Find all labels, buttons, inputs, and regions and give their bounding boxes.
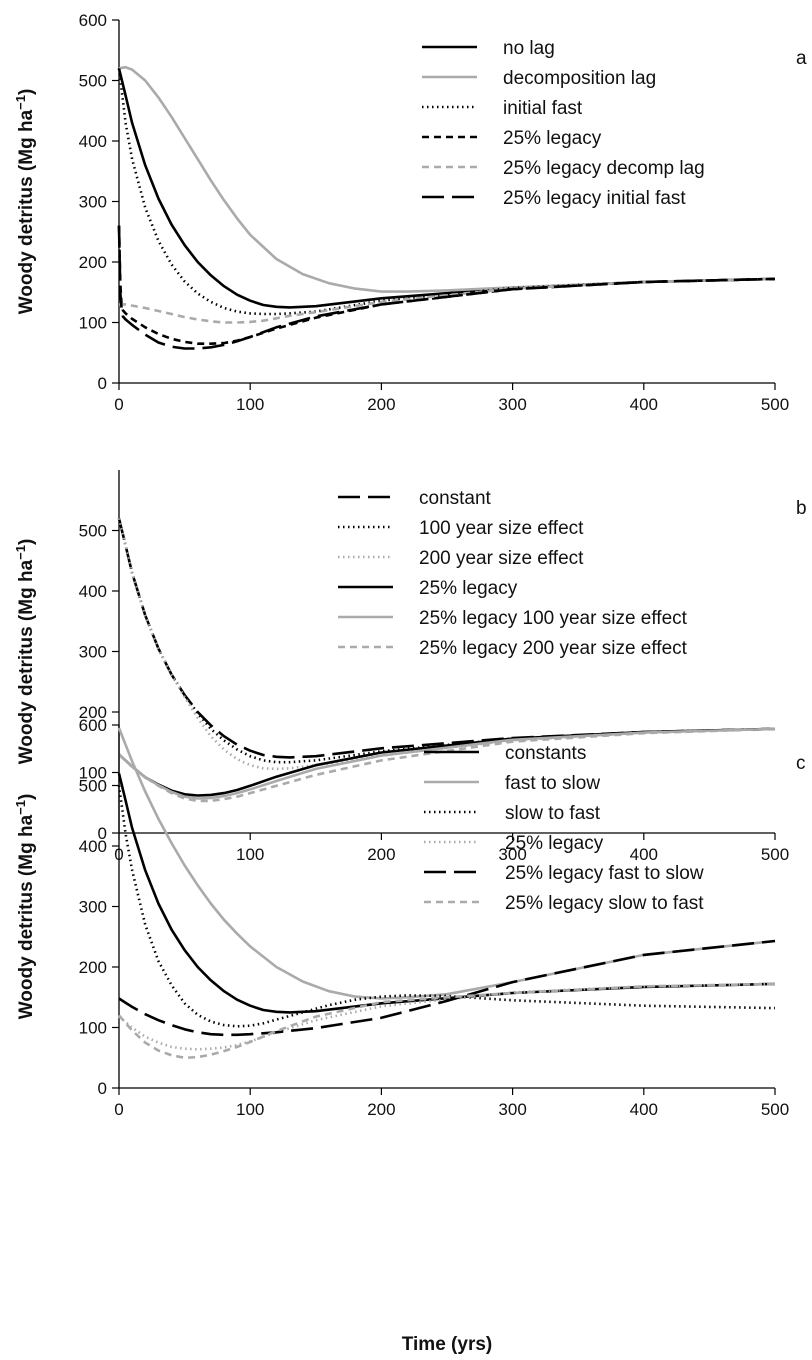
- x-tick-label: 100: [236, 1100, 264, 1119]
- y-axis-label: Woody detritus (Mg ha−1): [13, 794, 37, 1020]
- x-tick-label: 200: [367, 1100, 395, 1119]
- series-line-6: [118, 982, 776, 1060]
- y-tick-label: 300: [79, 193, 107, 212]
- series-line-5: [118, 727, 776, 800]
- legend-label: 25% legacy 100 year size effect: [419, 608, 688, 629]
- y-axis-label: Woody detritus (Mg ha−1): [13, 539, 37, 765]
- panel-b: 01002003004005000100200300400500Woody de…: [13, 470, 807, 864]
- y-axis-label-close: ): [16, 794, 37, 800]
- panel-label: a: [796, 48, 807, 69]
- x-tick-label: 400: [630, 845, 658, 864]
- x-tick-label: 100: [236, 845, 264, 864]
- legend-label: 100 year size effect: [419, 518, 584, 539]
- x-tick-label: 500: [761, 1100, 789, 1119]
- y-axis-label-close: ): [16, 89, 37, 95]
- y-tick-label: 400: [79, 582, 107, 601]
- panel-label: b: [796, 498, 807, 519]
- x-tick-label: 500: [761, 845, 789, 864]
- series-line-3: [117, 68, 776, 316]
- legend-label: constants: [505, 743, 586, 764]
- series-line-5: [119, 277, 776, 324]
- series-line-3: [117, 518, 776, 771]
- y-tick-label: 100: [79, 314, 107, 333]
- x-tick-label: 200: [367, 395, 395, 414]
- x-tick-label: 400: [630, 395, 658, 414]
- y-tick-label: 0: [98, 1079, 107, 1098]
- y-tick-label: 300: [79, 898, 107, 917]
- y-tick-label: 200: [79, 958, 107, 977]
- y-tick-label: 500: [79, 522, 107, 541]
- panel-label: c: [796, 753, 806, 774]
- legend-label: 200 year size effect: [419, 548, 584, 569]
- series-line-6: [118, 727, 776, 803]
- series-line-2: [117, 727, 776, 1000]
- panel-a: 0 100 200 300 400 500 600 0 100 200 300 400 500 Woody…: [13, 11, 807, 414]
- y-tick-label: 500: [79, 777, 107, 796]
- x-tick-label: 0: [114, 1100, 123, 1119]
- legend-label: decomposition lag: [503, 68, 656, 89]
- series-line-4: [117, 225, 776, 345]
- series-line-2: [118, 65, 776, 293]
- y-tick-label: 500: [79, 72, 107, 91]
- legend-label: 25% legacy: [503, 128, 602, 149]
- x-tick-label: 100: [236, 395, 264, 414]
- y-tick-label: 400: [79, 837, 107, 856]
- y-tick-label: 0: [98, 374, 107, 393]
- y-tick-label: 400: [79, 132, 107, 151]
- y-axis-label: Woody detritus (Mg ha−1): [13, 89, 37, 315]
- y-axis-label-superscript: −1: [13, 545, 28, 560]
- y-tick-label: 200: [79, 253, 107, 272]
- legend-label: 25% legacy fast to slow: [505, 863, 704, 884]
- series-line-4: [118, 982, 776, 1051]
- y-axis-label-main: Woody detritus (Mg ha: [16, 559, 37, 764]
- y-tick-label: 300: [79, 643, 107, 662]
- legend-label: slow to fast: [505, 803, 601, 824]
- series-line-4: [118, 727, 776, 797]
- legend-label: 25% legacy: [505, 833, 604, 854]
- series-line-5: [118, 939, 776, 1037]
- x-tick-label: 200: [367, 845, 395, 864]
- y-axis-label-main: Woody detritus (Mg ha: [16, 814, 37, 1019]
- legend-label: 25% legacy decomp lag: [503, 158, 705, 179]
- y-axis-label-main: Woody detritus (Mg ha: [16, 109, 37, 314]
- legend-label: initial fast: [503, 98, 583, 119]
- y-tick-label: 100: [79, 764, 107, 783]
- legend-label: fast to slow: [505, 773, 600, 794]
- series-line-6: [117, 225, 776, 350]
- y-axis-label-superscript: −1: [13, 95, 28, 110]
- y-axis-label-superscript: −1: [13, 800, 28, 815]
- x-tick-label: 300: [498, 395, 526, 414]
- x-tick-label: 400: [630, 1100, 658, 1119]
- series-line-3: [117, 785, 776, 1028]
- y-axis-label-close: ): [16, 539, 37, 545]
- legend-label: constant: [419, 488, 492, 509]
- legend-label: no lag: [503, 38, 555, 59]
- x-tick-label: 300: [498, 845, 526, 864]
- series-line-1: [117, 773, 776, 1014]
- y-tick-label: 600: [79, 716, 107, 735]
- y-tick-label: 600: [79, 11, 107, 30]
- y-tick-label: 100: [79, 1019, 107, 1038]
- x-tick-label: 0: [114, 395, 123, 414]
- y-tick-label: 0: [98, 824, 107, 843]
- y-tick-label: 200: [79, 703, 107, 722]
- legend-label: 25% legacy: [419, 578, 518, 599]
- legend-label: 25% legacy slow to fast: [505, 893, 704, 914]
- x-axis-label: Time (yrs): [402, 1334, 492, 1355]
- legend-label: 25% legacy 200 year size effect: [419, 638, 688, 659]
- panel-c: 0 100 200 300 400 500 600 0 100 200 300 400 500 Woody…: [13, 716, 806, 1119]
- series-line-1: [117, 68, 776, 309]
- x-tick-label: 300: [498, 1100, 526, 1119]
- legend-label: 25% legacy initial fast: [503, 188, 686, 209]
- x-tick-label: 500: [761, 395, 789, 414]
